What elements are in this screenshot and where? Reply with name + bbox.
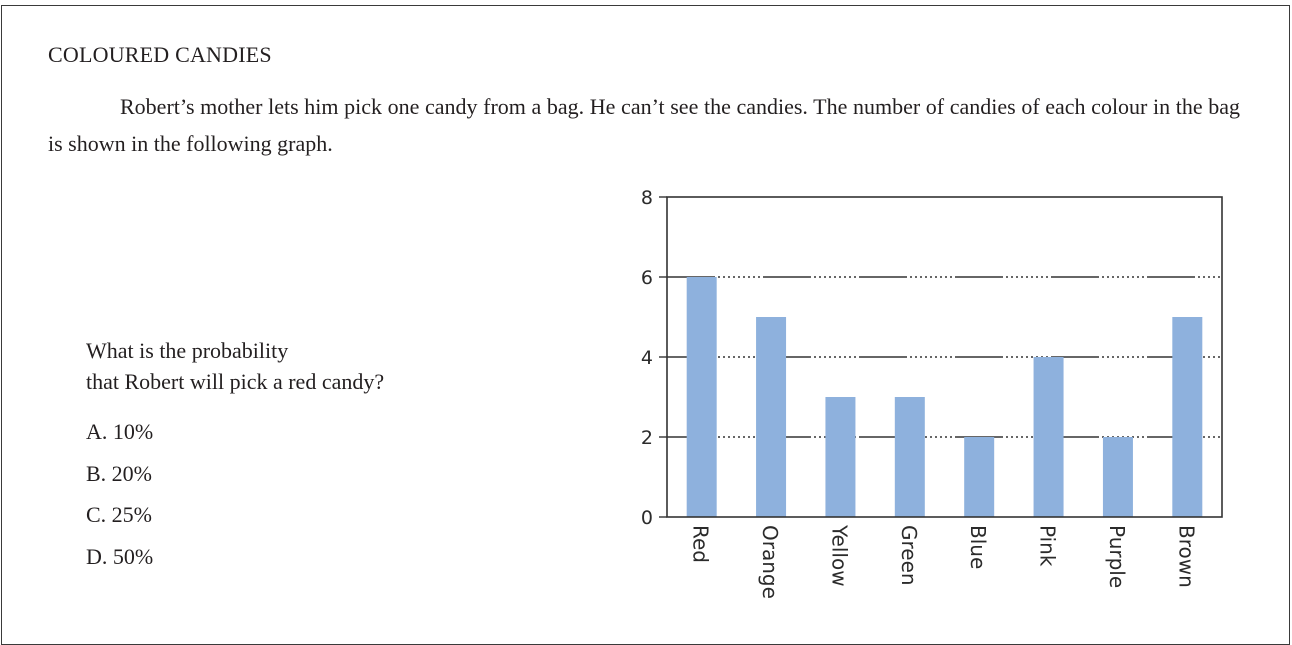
option-c: C. 25% <box>86 502 152 527</box>
question-line-1: What is the probability <box>86 338 289 363</box>
x-label-yellow: Yellow <box>827 524 851 587</box>
y-tick-label-6: 6 <box>641 267 653 289</box>
candy-bar-chart: 0 2 4 6 8 Red Orange Yellow Green Blue Pink Purple B… <box>641 187 1223 599</box>
bar-orange <box>756 317 787 517</box>
y-tick-label-2: 2 <box>641 427 653 449</box>
y-tick-label-8: 8 <box>641 187 653 209</box>
x-label-purple: Purple <box>1105 525 1129 588</box>
y-tick-label-0: 0 <box>641 507 653 529</box>
question-text: What is the probability that Robert will… <box>86 335 384 397</box>
bar-red <box>686 277 717 517</box>
x-label-orange: Orange <box>758 525 782 599</box>
bar-purple <box>1102 437 1133 517</box>
x-label-brown: Brown <box>1174 525 1198 588</box>
option-b: B. 20% <box>86 461 152 486</box>
option-a: A. 10% <box>86 419 154 444</box>
x-label-green: Green <box>897 525 921 586</box>
question-heading: COLOURED CANDIES <box>48 42 272 67</box>
y-tick-label-4: 4 <box>641 347 653 369</box>
x-label-pink: Pink <box>1036 525 1060 567</box>
x-label-blue: Blue <box>966 525 990 569</box>
option-d: D. 50% <box>86 544 154 569</box>
intro-paragraph: Robert’s mother lets him pick one candy … <box>48 94 1240 156</box>
bar-blue <box>964 437 995 517</box>
bar-pink <box>1033 357 1064 517</box>
x-label-red: Red <box>689 525 713 563</box>
bar-green <box>894 397 925 517</box>
question-line-2: that Robert will pick a red candy? <box>86 369 385 394</box>
bar-yellow <box>825 397 856 517</box>
bar-brown <box>1172 317 1203 517</box>
